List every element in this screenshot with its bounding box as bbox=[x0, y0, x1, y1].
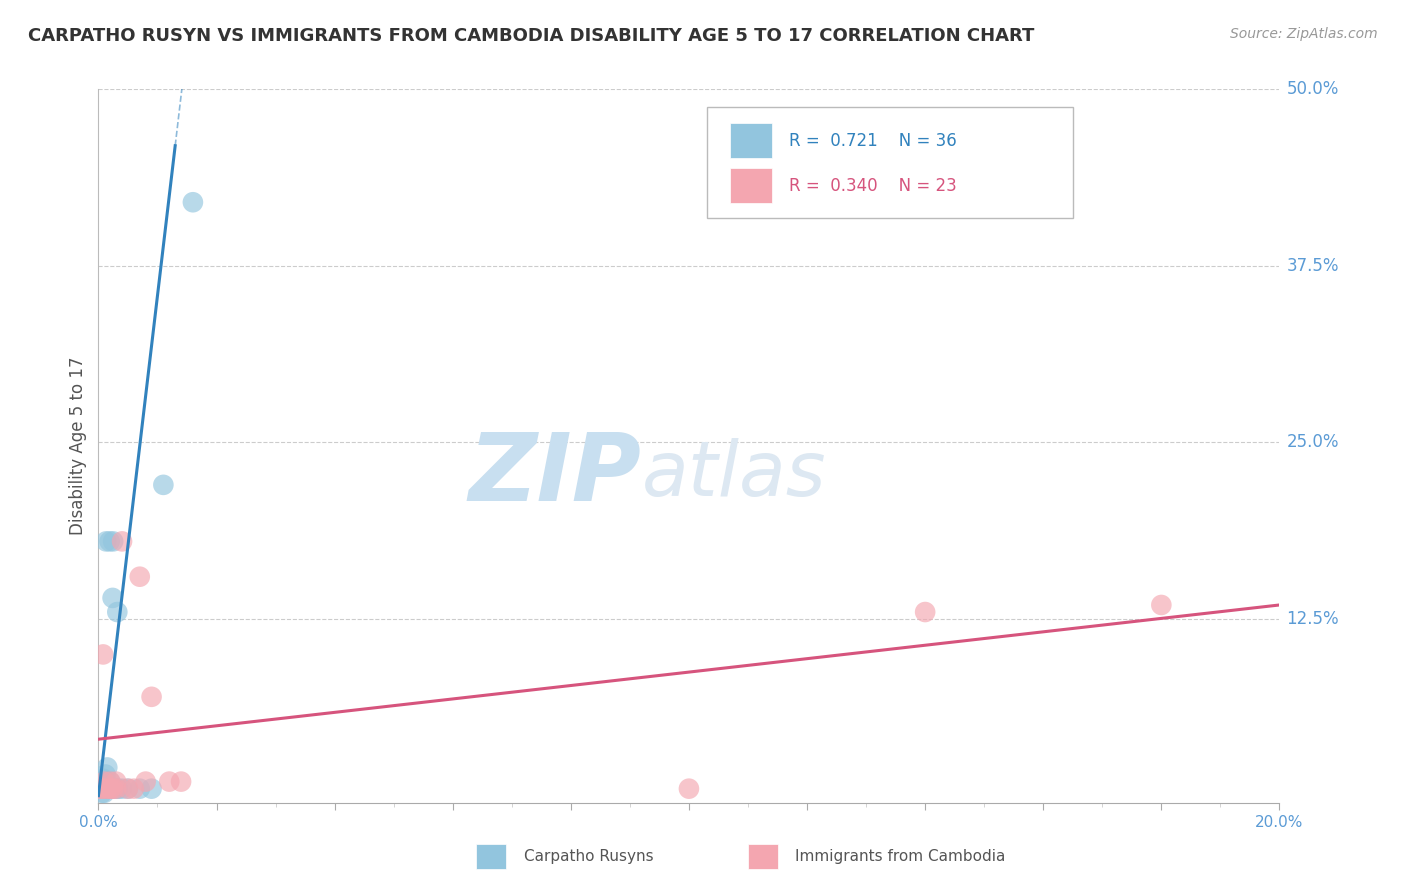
Point bbox=[100, 781, 122, 796]
Point bbox=[96, 760, 118, 774]
FancyBboxPatch shape bbox=[730, 168, 772, 203]
Point bbox=[98, 774, 121, 789]
Point bbox=[96, 781, 118, 796]
Point bbox=[94, 767, 117, 781]
Point bbox=[105, 774, 128, 789]
Point bbox=[93, 786, 115, 800]
Point bbox=[98, 781, 121, 796]
Point bbox=[93, 774, 115, 789]
Point bbox=[105, 605, 128, 619]
Point bbox=[678, 781, 700, 796]
Point bbox=[93, 781, 115, 796]
Point bbox=[89, 781, 111, 796]
Point bbox=[96, 774, 118, 789]
Point bbox=[103, 534, 125, 549]
FancyBboxPatch shape bbox=[477, 844, 506, 869]
Point bbox=[97, 781, 120, 796]
Point bbox=[103, 781, 125, 796]
Point bbox=[122, 781, 145, 796]
FancyBboxPatch shape bbox=[730, 123, 772, 159]
Point bbox=[96, 781, 118, 796]
Text: R =  0.721    N = 36: R = 0.721 N = 36 bbox=[789, 132, 957, 150]
Text: Carpatho Rusyns: Carpatho Rusyns bbox=[523, 849, 654, 863]
Point bbox=[107, 781, 129, 796]
Text: 25.0%: 25.0% bbox=[1286, 434, 1339, 451]
Point bbox=[105, 781, 128, 796]
Point bbox=[914, 605, 936, 619]
Text: 50.0%: 50.0% bbox=[1286, 80, 1339, 98]
Point bbox=[141, 781, 163, 796]
Point bbox=[93, 781, 115, 796]
Point bbox=[90, 781, 112, 796]
Text: atlas: atlas bbox=[641, 438, 827, 511]
Text: ZIP: ZIP bbox=[468, 428, 641, 521]
Point bbox=[181, 195, 204, 210]
Point bbox=[117, 781, 139, 796]
Point bbox=[157, 774, 180, 789]
Point bbox=[90, 781, 112, 796]
Point bbox=[91, 777, 114, 791]
Point bbox=[93, 777, 115, 791]
Point bbox=[98, 781, 121, 796]
FancyBboxPatch shape bbox=[748, 844, 778, 869]
Text: Immigrants from Cambodia: Immigrants from Cambodia bbox=[796, 849, 1005, 863]
Point bbox=[91, 648, 114, 662]
Text: CARPATHO RUSYN VS IMMIGRANTS FROM CAMBODIA DISABILITY AGE 5 TO 17 CORRELATION CH: CARPATHO RUSYN VS IMMIGRANTS FROM CAMBOD… bbox=[28, 27, 1035, 45]
Point bbox=[91, 786, 114, 800]
Point bbox=[111, 781, 134, 796]
Point bbox=[141, 690, 163, 704]
Point bbox=[111, 534, 134, 549]
Point bbox=[96, 781, 118, 796]
Point bbox=[98, 774, 121, 789]
Text: Source: ZipAtlas.com: Source: ZipAtlas.com bbox=[1230, 27, 1378, 41]
Point bbox=[100, 781, 122, 796]
Point bbox=[91, 772, 114, 786]
Point bbox=[98, 781, 121, 796]
FancyBboxPatch shape bbox=[707, 107, 1073, 218]
Point bbox=[91, 781, 114, 796]
Point bbox=[101, 591, 124, 605]
Point bbox=[89, 781, 111, 796]
Point bbox=[117, 781, 139, 796]
Point bbox=[128, 781, 150, 796]
Point bbox=[1150, 598, 1173, 612]
Point bbox=[170, 774, 193, 789]
Y-axis label: Disability Age 5 to 17: Disability Age 5 to 17 bbox=[69, 357, 87, 535]
Text: R =  0.340    N = 23: R = 0.340 N = 23 bbox=[789, 177, 957, 194]
Point bbox=[97, 781, 120, 796]
Point bbox=[94, 534, 117, 549]
Text: 37.5%: 37.5% bbox=[1286, 257, 1339, 275]
Point bbox=[94, 781, 117, 796]
Point bbox=[98, 534, 121, 549]
Point bbox=[98, 781, 121, 796]
Point bbox=[135, 774, 157, 789]
Point bbox=[152, 478, 174, 492]
Point bbox=[94, 777, 117, 791]
Point bbox=[128, 570, 150, 584]
Text: 12.5%: 12.5% bbox=[1286, 610, 1339, 628]
Point bbox=[105, 781, 128, 796]
